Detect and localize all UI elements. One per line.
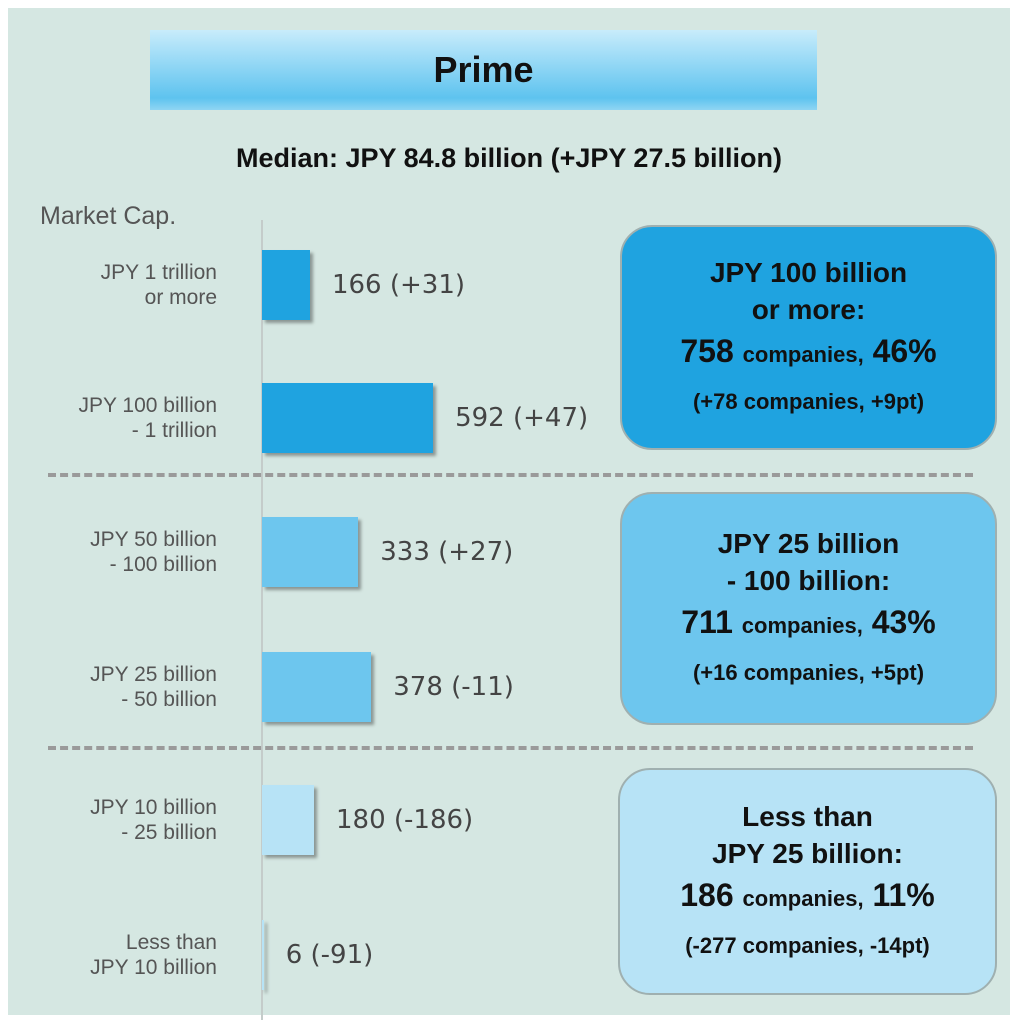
subtitle: Median: JPY 84.8 billion (+JPY 27.5 bill… — [236, 143, 782, 173]
title-banner: Prime — [150, 30, 817, 110]
summary-change: (+16 companies, +5pt) — [692, 659, 925, 685]
summary-count-unit: companies, — [742, 885, 864, 911]
summary-count: 711 — [681, 603, 733, 640]
summary-box: Less than JPY 25 billion: 186 companies, … — [618, 768, 997, 995]
summary-change: (+78 companies, +9pt) — [692, 388, 925, 414]
summary-change: (-277 companies, -14pt) — [685, 932, 930, 958]
bar — [262, 652, 372, 722]
category-label: JPY 50 billion - 100 billion — [90, 528, 217, 576]
category-label: JPY 25 billion - 50 billion — [90, 663, 217, 711]
summary-share: 46% — [872, 332, 937, 369]
summary-box: JPY 25 billion - 100 billion: 711 compani… — [620, 492, 997, 725]
value-label: 180 (-186) — [336, 805, 474, 835]
summary-count-line: 758 companies, 46% — [680, 328, 936, 378]
value-label: 378 (-11) — [393, 672, 514, 702]
summary-box: JPY 100 billion or more: 758 companies, 4… — [620, 225, 997, 450]
category-label: JPY 10 billion - 25 billion — [90, 796, 217, 844]
separator — [48, 473, 973, 477]
summary-title: JPY 25 billion - 100 billion: — [717, 527, 900, 596]
category-label: Less than JPY 10 billion — [90, 931, 217, 979]
summary-title: Less than JPY 25 billion: — [712, 800, 903, 869]
value-label: 166 (+31) — [331, 270, 466, 300]
summary-count-unit: companies, — [741, 612, 863, 638]
axis-label: Market Cap. — [40, 202, 177, 230]
summary-count: 758 — [680, 332, 734, 369]
summary-count-line: 186 companies, 11% — [680, 872, 935, 922]
bar — [262, 383, 434, 453]
axis-line — [261, 220, 263, 1020]
value-label: 333 (+27) — [380, 537, 514, 567]
bar — [262, 785, 315, 855]
summary-share: 43% — [871, 603, 936, 640]
summary-share: 11% — [872, 876, 935, 913]
summary-title: JPY 100 billion or more: — [709, 256, 908, 325]
summary-count: 186 — [680, 876, 734, 913]
value-label: 592 (+47) — [455, 403, 589, 433]
summary-count-line: 711 companies, 43% — [681, 599, 936, 649]
bar — [262, 250, 310, 320]
bar — [262, 920, 264, 990]
separator — [48, 746, 973, 750]
category-label: JPY 1 trillion or more — [100, 261, 217, 309]
bar — [262, 517, 359, 587]
summary-count-unit: companies, — [742, 341, 864, 367]
value-label: 6 (-91) — [285, 940, 374, 970]
category-label: JPY 100 billion - 1 trillion — [78, 394, 217, 442]
